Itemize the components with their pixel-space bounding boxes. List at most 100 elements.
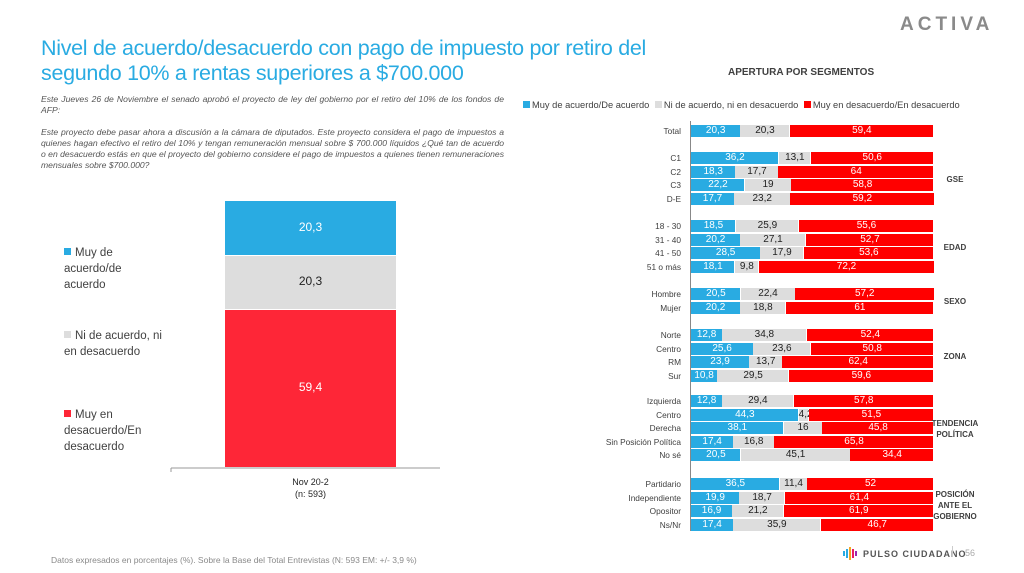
row-label: Centro xyxy=(656,410,681,420)
segments-y-axis xyxy=(690,121,691,531)
bar-label-agree: 36,2 xyxy=(725,152,745,163)
bar-label-disagree: 64 xyxy=(850,166,862,177)
bar-segment-neutral xyxy=(744,179,791,191)
total-bar-segment-agree xyxy=(225,201,396,255)
bar-segment-disagree xyxy=(806,329,934,341)
bar-label-disagree: 59,2 xyxy=(852,193,873,204)
bar-segment-disagree xyxy=(807,478,934,490)
bar-segment-disagree xyxy=(774,436,934,448)
bar-label-disagree: 45,8 xyxy=(868,422,888,433)
bar-segment-disagree xyxy=(791,179,934,191)
group-label-line: GOBIERNO xyxy=(933,511,977,521)
bar-segment-disagree xyxy=(805,234,934,246)
row-label: Izquierda xyxy=(646,396,681,406)
legend-swatch-agree xyxy=(523,101,530,108)
bar-label-agree: 25,6 xyxy=(712,343,732,354)
bar-label-neutral: 17,7 xyxy=(747,166,767,177)
bar-segment-neutral xyxy=(783,422,822,434)
bar-label-disagree: 53,6 xyxy=(859,247,879,258)
bar-segment-agree xyxy=(691,152,779,164)
bar-segment-neutral xyxy=(760,247,804,259)
bar-segment-agree xyxy=(691,356,749,368)
bar-segment-disagree xyxy=(758,261,934,273)
row-label: Derecha xyxy=(649,423,681,433)
row-label: Sur xyxy=(668,371,681,381)
bar-label-disagree: 50,6 xyxy=(862,152,882,163)
bar-segment-agree xyxy=(691,234,740,246)
bar-segment-disagree xyxy=(822,422,934,434)
bar-segment-neutral xyxy=(740,288,795,300)
bar-segment-agree xyxy=(691,519,733,531)
bar-segment-disagree xyxy=(778,166,934,178)
bar-segment-agree xyxy=(691,436,733,448)
bar-label-neutral: 20,3 xyxy=(755,125,775,136)
bar-segment-disagree xyxy=(790,193,934,205)
bar-segment-neutral xyxy=(735,220,799,232)
bar-segment-agree xyxy=(691,179,745,191)
bar-label-neutral: 4,2 xyxy=(798,409,813,420)
row-label: No sé xyxy=(659,450,681,460)
bar-label-disagree: 51,5 xyxy=(861,409,882,420)
category-line-2: (n: 593) xyxy=(294,489,327,499)
activa-logo: ACTIVA xyxy=(900,14,994,35)
bar-label-neutral: 29,5 xyxy=(743,370,763,381)
segments-title: APERTURA POR SEGMENTOS xyxy=(728,67,875,78)
bar-label-agree: 17,4 xyxy=(702,436,722,447)
bar-label-agree: 19,9 xyxy=(705,492,725,503)
row-label: C3 xyxy=(670,180,681,190)
legend-item-neutral: Ni de acuerdo, ni en desacuerdo xyxy=(654,100,799,110)
bar-label-agree: 18,3 xyxy=(703,166,723,177)
bar-label-disagree: 55,6 xyxy=(856,220,877,231)
bar-segment-disagree xyxy=(798,220,934,232)
legend-swatch-disagree xyxy=(803,101,811,108)
bar-label-disagree: 59,6 xyxy=(851,370,872,381)
bar-segment-agree xyxy=(691,193,734,205)
bar-segment-disagree xyxy=(793,395,934,407)
bar-label-disagree: 46,7 xyxy=(867,519,887,530)
bar-label-agree: 22,2 xyxy=(708,179,728,190)
legend-line: acuerdo/de xyxy=(64,263,122,275)
bar-segment-neutral xyxy=(778,152,811,164)
group-label-line: ZONA xyxy=(943,351,967,361)
row-label: C2 xyxy=(670,167,681,177)
legend-line: en desacuerdo xyxy=(64,346,141,358)
bar-segment-neutral xyxy=(753,343,811,355)
total-chart-category-label: Nov 20-2 (n: 593) xyxy=(225,476,396,500)
bar-segment-disagree xyxy=(803,247,934,259)
bar-segment-neutral xyxy=(739,492,785,504)
row-label: Mujer xyxy=(660,303,681,313)
bar-label-neutral: 17,9 xyxy=(772,247,792,258)
bar-segment-agree xyxy=(691,422,784,434)
page-title: Nivel de acuerdo/desacuerdo con pago de … xyxy=(41,36,646,85)
intro-paragraph-1: Este Jueves 26 de Noviembre el senado ap… xyxy=(41,94,504,115)
group-label: EDAD xyxy=(930,242,980,253)
row-label: 31 - 40 xyxy=(655,235,681,245)
legend-swatch-disagree xyxy=(64,410,71,417)
bar-segment-disagree xyxy=(795,288,934,300)
bar-segment-neutral xyxy=(722,329,807,341)
bar-label-neutral: 35,9 xyxy=(767,519,787,530)
bar-label-agree: 20,5 xyxy=(706,288,726,299)
bar-segment-disagree xyxy=(820,519,934,531)
row-label: Independiente xyxy=(628,493,681,503)
group-label: SEXO xyxy=(930,296,980,307)
bar-segment-neutral xyxy=(740,125,790,137)
bar-label-neutral: 21,2 xyxy=(748,505,768,516)
bar-segment-neutral xyxy=(717,370,789,382)
row-label: 18 - 30 xyxy=(655,221,681,231)
total-bar-label-agree: 20,3 xyxy=(298,219,323,234)
bar-label-disagree: 58,8 xyxy=(852,179,873,190)
page-separator xyxy=(952,546,953,557)
total-legend-item-neutral: Ni de acuerdo, ni en desacuerdo xyxy=(64,328,162,360)
total-bar-label-disagree: 59,4 xyxy=(298,379,323,394)
legend-item-disagree: Muy en desacuerdo/En desacuerdo xyxy=(803,100,960,110)
bar-label-disagree: 52,7 xyxy=(860,234,880,245)
bar-segment-disagree xyxy=(810,152,934,164)
legend-label-neutral: Ni de acuerdo, ni en desacuerdo xyxy=(663,100,799,110)
row-label: Partidario xyxy=(645,479,681,489)
bar-label-neutral: 22,4 xyxy=(758,288,778,299)
bar-label-agree: 20,5 xyxy=(706,449,726,460)
legend-swatch-neutral xyxy=(64,331,71,338)
bar-label-neutral: 23,6 xyxy=(772,343,792,354)
bar-label-agree: 36,5 xyxy=(725,478,746,489)
